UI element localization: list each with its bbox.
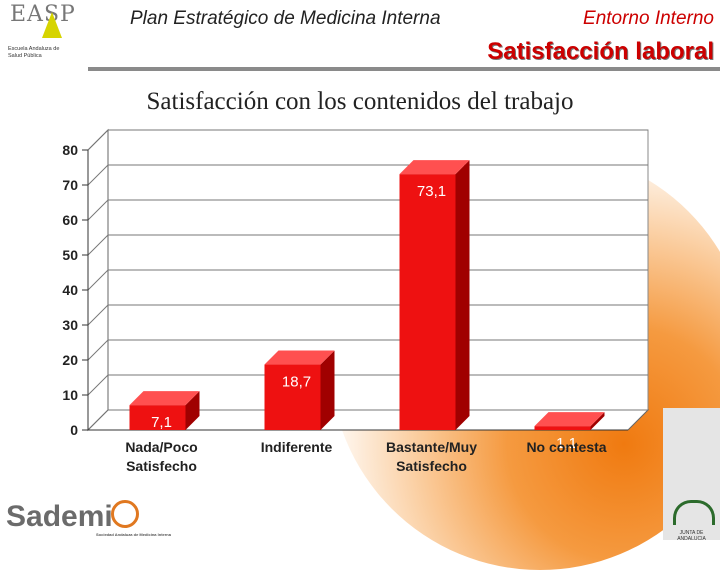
bar-side (320, 350, 335, 430)
x-tick-label: No contesta (526, 439, 606, 455)
bar-top (264, 350, 335, 365)
gridline-diagonal (87, 374, 109, 396)
gridline-diagonal (87, 269, 109, 291)
header-title: Plan Estratégico de Medicina Interna (130, 8, 441, 29)
bar-top (399, 160, 470, 175)
gridline-diagonal (87, 129, 109, 151)
data-label: 73,1 (417, 183, 446, 200)
y-tick-label: 40 (62, 282, 78, 298)
easp-logo-subtext: Escuela Andaluza de Salud Pública (8, 46, 60, 59)
bar-side (185, 391, 200, 430)
bar-top (534, 412, 605, 427)
x-tick-label: Satisfecho (126, 458, 197, 474)
bar (264, 364, 321, 430)
sademi-logo-wordmark: Sademi (6, 500, 113, 533)
gridline-diagonal (87, 234, 109, 256)
bar-side (455, 160, 470, 430)
y-tick-label: 20 (62, 352, 78, 368)
junta-logo-text: JUNTA DE ANDALUCIA (677, 530, 706, 542)
sademi-logo-ring-icon (110, 500, 139, 529)
junta-logo: JUNTA DE ANDALUCIA (663, 408, 720, 542)
bar (399, 174, 456, 430)
gridline-diagonal (87, 304, 109, 326)
y-tick-label: 80 (62, 142, 78, 158)
gridline-diagonal (87, 164, 109, 186)
x-tick-label: Indiferente (261, 439, 333, 455)
easp-logo-mark-icon (42, 12, 62, 38)
data-label: 18,7 (282, 374, 311, 391)
data-label: 7,1 (151, 414, 172, 431)
x-tick-label: Bastante/Muy (386, 439, 477, 455)
y-tick-label: 0 (70, 422, 78, 438)
data-label: 1,1 (556, 435, 577, 452)
gridline-diagonal (87, 339, 109, 361)
x-tick-label: Satisfecho (396, 458, 467, 474)
bar (534, 426, 591, 430)
bar-top (129, 391, 200, 406)
header-divider (88, 67, 720, 71)
junta-logo-arch-icon (673, 500, 715, 525)
header-subtitle: Satisfacción laboral (487, 38, 714, 65)
bar-side (590, 412, 605, 430)
bar (129, 405, 186, 430)
chart-title: Satisfacción con los contenidos del trab… (146, 88, 574, 115)
y-tick-label: 60 (62, 212, 78, 228)
sademi-logo-tagline: Sociedad Andaluza de Medicina Interna (96, 532, 171, 537)
header-section: Entorno Interno (583, 8, 714, 29)
bar-chart: 0 10 20 30 40 50 60 70 80 7,1 Nada/Poco Satisfecho 1… (62, 128, 650, 474)
gridline-diagonal (87, 409, 109, 431)
y-tick-label: 70 (62, 177, 78, 193)
easp-logo: EASP Escuela Andaluza de Salud Pública (6, 2, 75, 66)
y-tick-label: 30 (62, 317, 78, 333)
sademi-logo: Sademi Sociedad Andaluza de Medicina Int… (6, 500, 171, 537)
y-tick-label: 50 (62, 247, 78, 263)
gridline-diagonal (87, 199, 109, 221)
x-tick-label: Nada/Poco (125, 439, 197, 455)
y-tick-label: 10 (62, 387, 78, 403)
